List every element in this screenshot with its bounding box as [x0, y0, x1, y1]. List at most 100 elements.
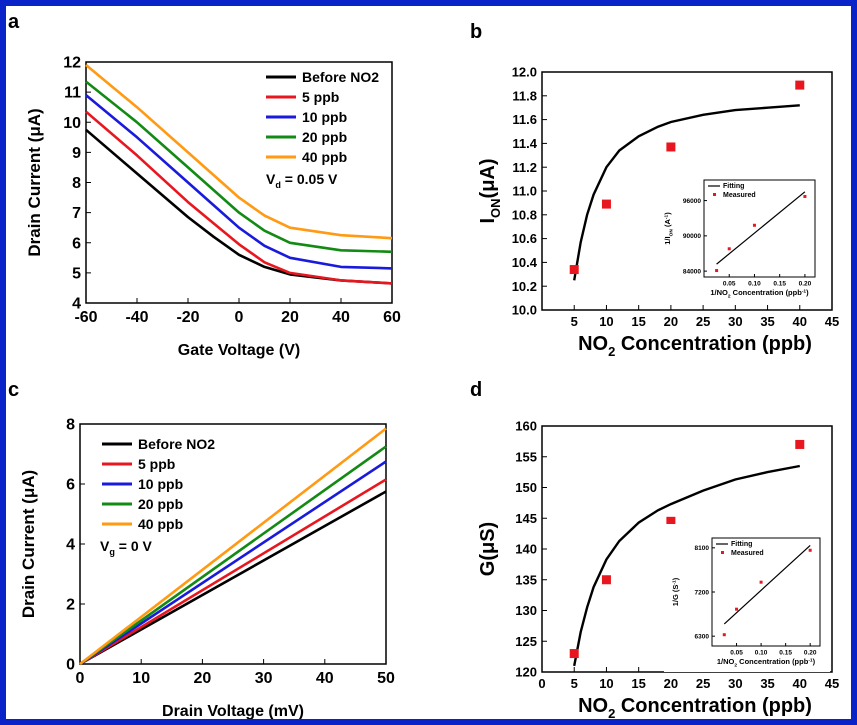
- figure-frame: a b c d -60 -40 -20 0 20 40 60 4 5 6 7 8 9 10 11 12 Gate Vol…: [6, 6, 851, 719]
- panel-a-legend-label-0: Before NO2: [302, 69, 379, 85]
- panel-d-inset-xtick-label: 0.20: [804, 650, 817, 657]
- panel-d-ylabel: G(μS): [477, 522, 499, 576]
- panel-a-series-line-4: [85, 63, 393, 240]
- panel-d-inset-xlabel: 1/NO2 Concentration (ppb-1): [717, 657, 816, 668]
- panel-b-xtick-label: 45: [825, 314, 839, 329]
- panel-b-xtick-label: 35: [760, 314, 774, 329]
- panel-d-xtick-label: 10: [599, 676, 613, 691]
- panel-b-ytick-label: 11.8: [512, 88, 537, 103]
- panel-b-inset-legend-swatch-1: [713, 193, 716, 196]
- panel-b-inset-ytick-label: 84000: [683, 268, 701, 275]
- panel-d-xtick-label: 15: [631, 676, 645, 691]
- panel-b-ytick-label: 11.6: [512, 112, 537, 127]
- panel-d-data-point-2: [666, 516, 676, 526]
- panel-c-ylabel: Drain Current (μA): [19, 470, 38, 618]
- panel-b-inset-ytick-label: 90000: [683, 233, 701, 240]
- panel-b-ytick-label: 10.0: [512, 303, 537, 318]
- panel-a-ytick-label: 6: [72, 235, 81, 252]
- panel-a-series-line-2: [85, 94, 393, 270]
- panel-d-ytick-label: 150: [515, 480, 537, 495]
- panel-d-inset-background: [664, 524, 830, 672]
- panel-d-ytick-label: 145: [515, 511, 537, 526]
- panel-c-xtick-label: 20: [194, 670, 212, 687]
- panel-b-ylabel: ION(μA): [477, 158, 503, 223]
- panel-b-ytick-label: 12.0: [512, 65, 537, 80]
- panel-d-inset: 0.05 0.10 0.15 0.20 6300 7200 8100 Fitting Measu…: [671, 537, 821, 668]
- panel-d-xtick-label: 45: [825, 676, 839, 691]
- panel-b-fit-curve: [573, 104, 800, 281]
- panel-d-data-point-1: [601, 575, 611, 585]
- panel-d-inset-ylabel: 1/G (S-1): [671, 577, 680, 606]
- panel-b-xtick-label: 40: [793, 314, 807, 329]
- panel-c-legend-label-2: 10 ppb: [138, 476, 183, 492]
- panel-d-inset-point-2: [759, 580, 763, 584]
- panel-d-xtick-label: 20: [664, 676, 678, 691]
- panel-c-legend-label-3: 20 ppb: [138, 496, 183, 512]
- panel-d-inset-xtick-label: 0.10: [755, 650, 768, 657]
- panel-d-inset-xtick-label: 0.05: [730, 650, 743, 657]
- panel-a-series-line-1: [85, 110, 393, 285]
- panel-b-xtick-label: 15: [631, 314, 645, 329]
- panel-a-xtick-label: 60: [383, 309, 401, 326]
- panel-b-data-point-0: [569, 265, 579, 275]
- panel-c-ytick-label: 6: [66, 477, 75, 494]
- panel-c-series-line-2: [79, 460, 387, 666]
- panel-b-xtick-label: 5: [571, 314, 578, 329]
- panel-a-ytick-label: 8: [72, 175, 81, 192]
- panel-c-legend-label-4: 40 ppb: [138, 516, 183, 532]
- panel-d: 0 5 10 15 20 25 30 35 40 45 120 125 130 135 140 145 150 1…: [477, 419, 839, 719]
- panel-b-inset-ylabel: 1/ION (A-1): [663, 212, 674, 245]
- panel-b-inset: 0.05 0.10 0.15 0.20 84000 90000 96000 Fitting Me…: [663, 179, 816, 299]
- panel-d-fit-curve: [573, 464, 801, 667]
- panel-letter-a: a: [8, 11, 20, 33]
- panel-b-inset-legend-label-0: Fitting: [723, 183, 744, 190]
- panel-c-annotation: Vg = 0 V: [100, 538, 153, 557]
- panel-a-ylabel: Drain Current (μA): [25, 108, 44, 256]
- panel-d-ytick-label: 130: [515, 603, 537, 618]
- panel-b-xtick-label: 10: [599, 314, 613, 329]
- panel-b-inset-point-0: [715, 269, 719, 273]
- panel-c-ytick-label: 4: [66, 537, 75, 554]
- panel-b-inset-xtick-label: 0.10: [748, 281, 761, 288]
- panel-a-ytick-label: 10: [63, 115, 81, 132]
- panel-a-xtick-label: 0: [235, 309, 244, 326]
- panel-d-inset-legend-label-1: Measured: [731, 550, 764, 557]
- panel-d-inset-ytick-label: 7200: [695, 589, 710, 596]
- panel-b-xtick-label: 30: [728, 314, 742, 329]
- panel-a-xtick-label: 20: [281, 309, 299, 326]
- panel-d-ytick-label: 120: [515, 665, 537, 680]
- panel-letter-c: c: [8, 379, 19, 401]
- panel-a-ytick-label: 9: [72, 145, 81, 162]
- panel-a-ytick-label: 7: [72, 205, 81, 222]
- panel-d-inset-ytick-label: 8100: [695, 545, 710, 552]
- panel-c-ytick-label: 2: [66, 597, 75, 614]
- panel-a-series-line-3: [85, 80, 393, 254]
- panel-a: -60 -40 -20 0 20 40 60 4 5 6 7 8 9 10 11 12 Gate Voltage…: [25, 55, 401, 359]
- panel-b-inset-background: [656, 166, 825, 303]
- panel-d-xlabel: NO2 Concentration (ppb): [578, 695, 812, 719]
- panel-c-xtick-label: 0: [76, 670, 85, 687]
- panel-d-inset-point-1: [735, 607, 739, 611]
- panel-a-xtick-label: -40: [125, 309, 148, 326]
- panel-a-ytick-label: 5: [72, 265, 81, 282]
- panel-c-series-line-3: [79, 445, 387, 666]
- panel-b-inset-fit-line: [716, 191, 806, 265]
- panel-b-inset-axes-frame: [703, 179, 816, 278]
- panel-b-ytick-label: 10.8: [512, 207, 537, 222]
- panel-b-inset-legend-label-1: Measured: [723, 192, 756, 199]
- panel-a-annotation: Vd = 0.05 V: [266, 171, 338, 190]
- panel-a-xtick-label: -60: [74, 309, 97, 326]
- panel-d-inset-fit-line: [723, 544, 811, 625]
- panel-d-xtick-label: 30: [728, 676, 742, 691]
- panel-c-legend-label-1: 5 ppb: [138, 456, 175, 472]
- panel-c-series-line-0: [79, 490, 387, 666]
- panel-b-inset-point-2: [752, 223, 756, 227]
- panel-d-ytick-label: 140: [515, 542, 537, 557]
- panel-a-legend-label-4: 40 ppb: [302, 149, 347, 165]
- panel-d-inset-xtick-label: 0.15: [779, 650, 792, 657]
- panel-letter-d: d: [470, 379, 482, 401]
- panel-b-ytick-label: 10.4: [512, 255, 538, 270]
- panel-b-inset-ytick-label: 96000: [683, 198, 701, 205]
- panel-c-xtick-label: 10: [132, 670, 150, 687]
- panel-d-ytick-label: 135: [515, 572, 537, 587]
